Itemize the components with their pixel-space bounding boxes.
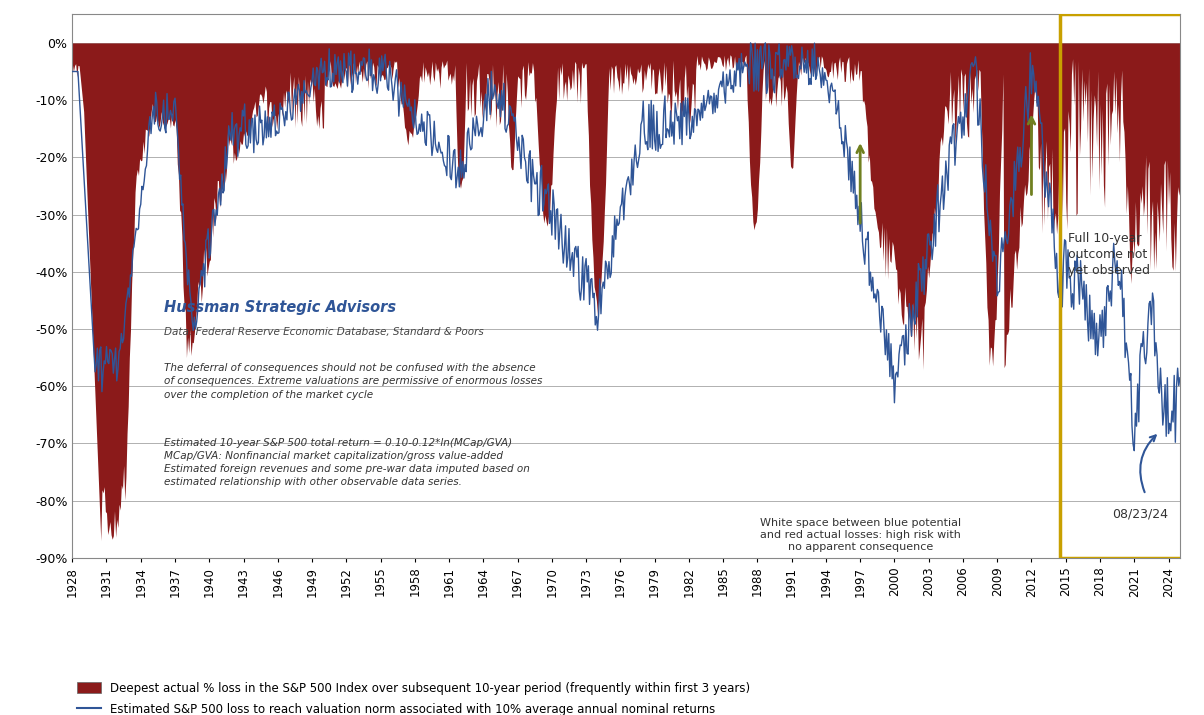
Legend: Deepest actual % loss in the S&P 500 Index over subsequent 10-year period (frequ: Deepest actual % loss in the S&P 500 Ind… bbox=[72, 677, 755, 715]
Text: Estimated 10-year S&P 500 total return = 0.10-0.12*ln(MCap/GVA)
MCap/GVA: Nonfin: Estimated 10-year S&P 500 total return =… bbox=[164, 438, 530, 487]
Text: Data: Federal Reserve Economic Database, Standard & Poors: Data: Federal Reserve Economic Database,… bbox=[164, 327, 483, 337]
Text: Hussman Strategic Advisors: Hussman Strategic Advisors bbox=[164, 300, 396, 315]
Text: 08/23/24: 08/23/24 bbox=[1112, 508, 1168, 521]
Text: Full 10-year
outcome not
yet observed: Full 10-year outcome not yet observed bbox=[1068, 232, 1150, 277]
Text: White space between blue potential
and red actual losses: high risk with
no appa: White space between blue potential and r… bbox=[760, 518, 961, 553]
Text: The deferral of consequences should not be confused with the absence
of conseque: The deferral of consequences should not … bbox=[164, 363, 542, 400]
Bar bbox=[1060, 14, 1182, 558]
